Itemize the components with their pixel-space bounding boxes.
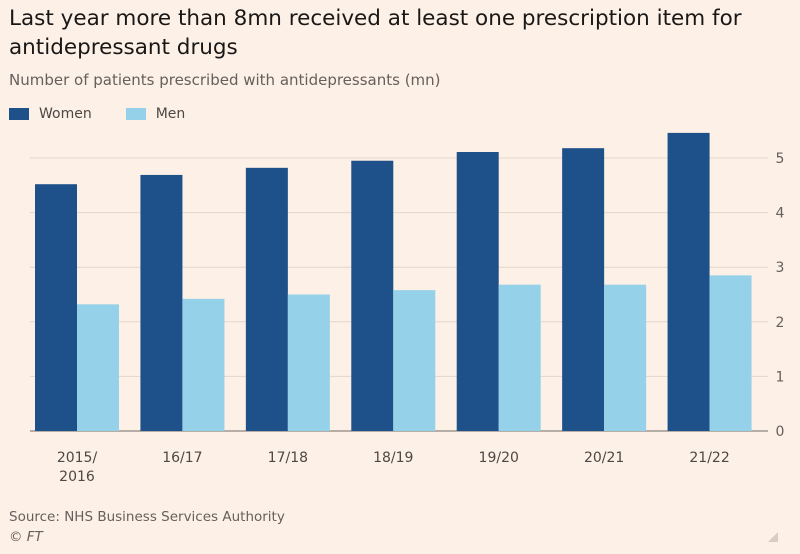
x-tick-label: 16/17 (162, 450, 202, 466)
chart-subtitle: Number of patients prescribed with antid… (9, 71, 441, 89)
legend-item-women: Women (9, 106, 92, 122)
source-note: Source: NHS Business Services Authority (9, 509, 285, 525)
bar-men (393, 290, 436, 431)
bar-men (287, 294, 330, 431)
x-tick-label: 20/21 (584, 450, 624, 466)
bar-women (456, 151, 499, 431)
y-tick-label: 4 (776, 206, 785, 222)
bar-men (604, 284, 647, 431)
bar-women (245, 167, 288, 431)
x-tick-label: 21/22 (689, 450, 729, 466)
chart-title: Last year more than 8mn received at leas… (9, 6, 742, 60)
bar-women (35, 184, 77, 431)
x-tick-label: 2015/2016 (57, 450, 98, 485)
bar-men (77, 304, 119, 431)
x-tick-label: 19/20 (479, 450, 519, 466)
y-tick-label: 0 (776, 424, 785, 440)
x-tick-label: 18/19 (373, 450, 413, 466)
bar-women (351, 160, 394, 432)
bar-women (140, 174, 183, 431)
y-tick-label: 3 (776, 260, 785, 276)
bar-men (709, 275, 752, 431)
credit-note: © FT (9, 529, 43, 545)
legend-item-men: Men (125, 106, 186, 122)
bar-men (498, 284, 541, 431)
legend-swatch-men (125, 108, 146, 120)
resize-corner-icon (768, 532, 778, 542)
legend-label-women: Women (39, 106, 92, 122)
bar-women (562, 148, 605, 431)
y-tick-label: 1 (776, 369, 785, 385)
x-tick-label: 17/18 (268, 450, 308, 466)
y-tick-label: 5 (776, 151, 785, 167)
y-tick-label: 2 (776, 315, 785, 331)
bar-women (667, 132, 710, 431)
legend: Women Men (9, 104, 219, 124)
legend-swatch-women (9, 108, 29, 120)
legend-label-men: Men (155, 106, 186, 122)
bar-men (182, 298, 225, 431)
